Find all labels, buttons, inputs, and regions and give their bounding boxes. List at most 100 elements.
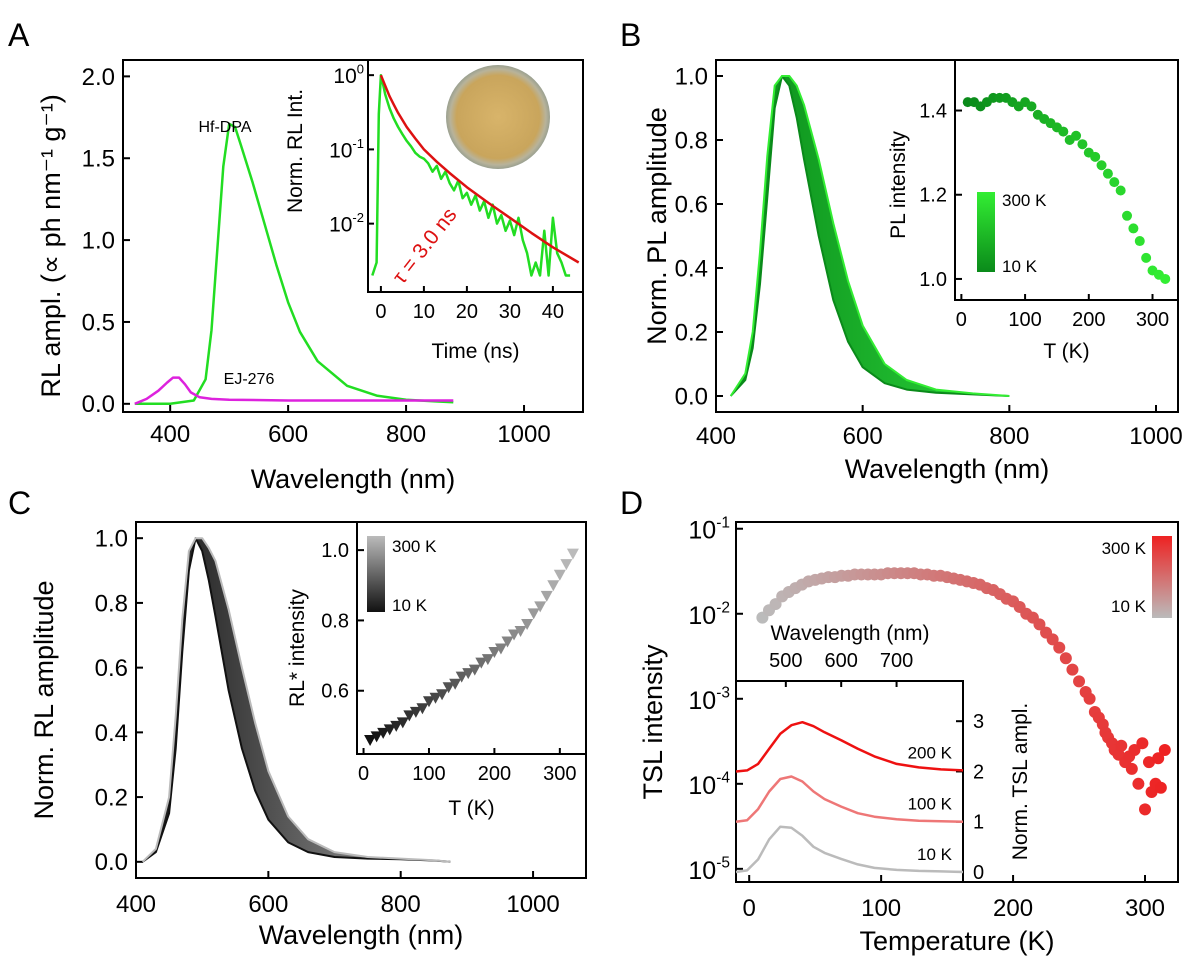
panel-d-ytick-label: 10-4 [688,770,730,800]
panel-c-inset-point [514,625,527,637]
panel-a-xtick-label: 600 [268,421,308,448]
panel-c-inset-point [396,717,409,729]
panel-c-inset-xtick-label: 200 [478,763,511,785]
panel-c-inset-point [442,682,455,694]
panel-a-inset-ytick-label-exponent: 0 [357,62,364,77]
panel-c-inset-point [494,643,507,655]
panel-a-legend-hf-dpa: Hf-DPA [198,119,251,136]
panel-a-inset-xtick-label: 30 [499,301,521,323]
panel-d-point [1115,739,1128,752]
panel-d-inset-ytick-label: 0 [973,862,984,884]
panel-c-inset-point [488,647,501,659]
panel-d-inset-plot-area [735,680,964,883]
panel-d-point [1128,743,1141,756]
panel-a-inset-xtick-label: 20 [456,301,478,323]
panel-b-inset-y-axis-label: PL intensity [887,131,910,239]
panel-b-xtick-label: 1000 [1129,423,1182,450]
panel-c-ytick-label: 0.8 [95,590,128,617]
panel-a-inset-xtick-label: 0 [375,301,386,323]
panel-c-ytick-label: 0.2 [95,784,128,811]
panel-a-series-hf-dpa [134,122,454,406]
panel-d-point [1053,641,1066,654]
panel-c-inset-point [547,580,560,592]
panel-a-inset-ytick-label-exponent: -1 [352,136,364,151]
panel-c-inset-point [455,671,468,683]
panel-d-ytick-label-exponent: -5 [716,855,730,872]
panel-d-inset-xtick-label: 700 [880,650,913,672]
panel-c-plot-area [135,521,587,879]
panel-b-inset-xtick-label: 200 [1072,309,1105,331]
panel-d-inset-ytick-label: 1 [973,812,984,834]
panel-c-inset-point [403,710,416,722]
panel-b-inset-point [1109,177,1120,188]
panel-c-inset-ytick-label: 0.8 [321,610,349,632]
panel-a-inset-xtick-label: 40 [542,301,564,323]
panel-d-xtick-label: 100 [861,895,901,922]
panel-b-inset-xtick-label: 300 [1136,309,1169,331]
panel-b: 400 600 800 10000.00.20.40.60.81.0Wavelengt… [642,59,1183,484]
panel-d-point [1139,803,1152,816]
panel-b-inset-point [1026,101,1037,112]
panel-c-inset-point [390,720,403,732]
panel-a-y-axis-label: RL ampl. (∝ ph nm⁻¹ g⁻¹) [36,94,66,397]
panel-c-inset-point [449,678,462,690]
panel-letter-b: B [620,17,641,53]
panel-d-inset-series-label: 10 K [917,845,953,864]
panel-a-inset-xtick-label: 10 [413,301,435,323]
panel-c-inset-point [429,692,442,704]
panel-letter-a: A [8,17,30,53]
panel-d-point [1059,652,1072,665]
panel-c-spectra-band-edge-high [141,537,451,863]
panel-b-inset-point [1141,252,1152,263]
panel-b-xtick-label: 800 [989,423,1029,450]
panel-c-inset-point [436,689,449,701]
panel-b-inset-plot-area [954,59,1179,301]
panel-letter-c: C [8,485,31,521]
panel-c-inset-point [370,731,383,743]
panel-c-inset-point [409,706,422,718]
panel-c-inset-colorbar [367,536,385,612]
panel-c-inset-point [416,703,429,715]
panel-c-inset-ytick-label: 0.6 [321,681,349,703]
panel-a-ytick-label: 0.5 [82,309,115,336]
panel-c-spectra-band [142,538,451,862]
panel-b-plot-area [715,59,1179,413]
panel-b-inset-point [1122,210,1133,221]
panel-c-inset-point [462,668,475,680]
panel-b-inset-point [1071,130,1082,141]
panel-c-inset-point [560,559,573,571]
panel-a-inset-ytick-label: 100 [333,62,364,88]
panel-d-y-axis-label: TSL intensity [638,644,668,800]
panel-a-ytick-label: 1.5 [82,146,115,173]
panel-c-inset-point [527,608,540,620]
panel-a-legend-ej-276: EJ-276 [224,371,275,388]
panel-d-inset-series-label: 200 K [908,743,953,762]
panel-d-ytick-label: 10-3 [688,685,730,715]
panel-b-inset-point [1102,168,1113,179]
panel-a-sample-photo [446,65,550,169]
panel-b-inset-point [1160,273,1171,284]
panel-d-ytick-label-exponent: -4 [716,770,730,787]
panel-d-point [1046,633,1059,646]
panel-c-ytick-label: 0.4 [95,720,128,747]
panel-c-inset-point [364,734,377,746]
panel-a-ytick-label: 2.0 [82,64,115,91]
panel-b-inset-point [1128,223,1139,234]
panel-c-inset-x-axis-label: T (K) [448,797,494,820]
panel-c-inset-point [422,696,435,708]
panel-d-xtick-label: 0 [743,895,756,922]
panel-a-inset-plot-area [367,59,584,293]
panel-d-inset-xtick-label: 500 [769,650,802,672]
panel-c-inset-point [553,569,566,581]
panel-d-inset-ytick-label: 2 [973,761,984,783]
panel-b-inset-ytick-label: 1.0 [919,269,947,291]
panel-a-inset-x-axis-label: Time (ns) [432,340,520,363]
panel-a-inset-ytick-label-exponent: -2 [352,210,364,225]
panel-b-ytick-label: 0.4 [675,255,708,282]
panel-b-xtick-label: 400 [696,423,736,450]
panel-d-inset-series-100-k [735,775,964,823]
panel-c-inset-ytick-label: 1.0 [321,540,349,562]
panel-c-inset-point [377,727,390,739]
